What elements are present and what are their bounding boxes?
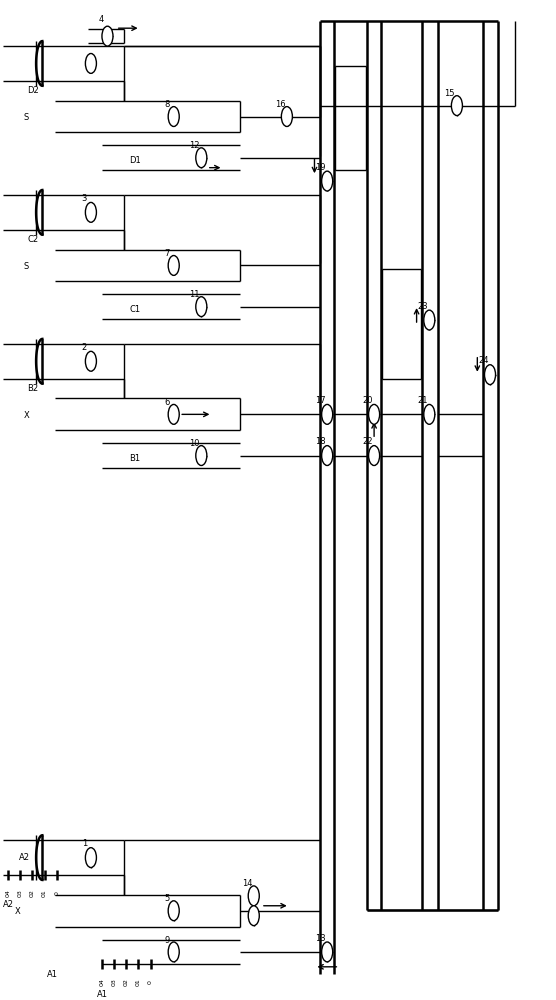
Text: 02: 02: [30, 889, 35, 897]
Circle shape: [484, 365, 495, 385]
Text: 0: 0: [148, 980, 153, 984]
Text: 2: 2: [82, 343, 87, 352]
Text: 0: 0: [54, 891, 59, 895]
Circle shape: [322, 171, 332, 191]
Circle shape: [168, 256, 179, 275]
Circle shape: [86, 54, 96, 73]
Circle shape: [196, 297, 207, 317]
Text: 02: 02: [124, 978, 129, 986]
Text: 01: 01: [42, 889, 47, 897]
Circle shape: [196, 148, 207, 168]
Text: 1: 1: [82, 839, 87, 848]
Text: 6: 6: [165, 398, 170, 407]
Text: X: X: [15, 907, 21, 916]
Circle shape: [168, 404, 179, 424]
Circle shape: [86, 848, 96, 868]
Text: A2: A2: [3, 900, 13, 909]
Text: S: S: [24, 262, 29, 271]
Text: 14: 14: [242, 879, 252, 888]
Text: 12: 12: [190, 141, 200, 150]
Circle shape: [86, 202, 96, 222]
Text: 10: 10: [190, 439, 200, 448]
Text: 03: 03: [18, 889, 23, 897]
Text: 18: 18: [315, 437, 326, 446]
Text: 04: 04: [100, 978, 105, 986]
Text: 04: 04: [6, 889, 11, 897]
Text: 20: 20: [362, 396, 373, 405]
Text: D2: D2: [27, 86, 39, 95]
Text: D1: D1: [129, 156, 141, 165]
Circle shape: [424, 310, 435, 330]
Text: B2: B2: [27, 384, 38, 393]
Text: 4: 4: [98, 15, 103, 24]
Circle shape: [168, 107, 179, 126]
Circle shape: [168, 901, 179, 921]
Circle shape: [102, 26, 113, 46]
Text: 9: 9: [165, 936, 170, 945]
Text: A1: A1: [96, 990, 107, 999]
Circle shape: [86, 351, 96, 371]
Circle shape: [281, 107, 292, 126]
Text: 17: 17: [315, 396, 326, 405]
Text: B1: B1: [130, 454, 141, 463]
Text: 22: 22: [362, 437, 373, 446]
Text: A2: A2: [19, 853, 30, 862]
Text: 8: 8: [165, 100, 170, 109]
Circle shape: [322, 446, 332, 465]
Text: 01: 01: [136, 978, 141, 986]
Text: 16: 16: [275, 100, 286, 109]
Circle shape: [248, 906, 259, 926]
Text: C1: C1: [130, 305, 141, 314]
Circle shape: [196, 446, 207, 465]
Circle shape: [369, 446, 380, 465]
Circle shape: [322, 404, 332, 424]
Text: 5: 5: [165, 894, 170, 903]
Text: A1: A1: [47, 970, 58, 979]
Text: 7: 7: [165, 249, 170, 258]
Text: 3: 3: [82, 194, 87, 203]
Circle shape: [424, 404, 435, 424]
Circle shape: [168, 942, 179, 962]
Text: 03: 03: [112, 978, 117, 986]
Circle shape: [322, 942, 332, 962]
Text: 19: 19: [315, 163, 326, 172]
Circle shape: [451, 96, 463, 116]
Text: C2: C2: [27, 235, 38, 244]
Text: 24: 24: [478, 356, 489, 365]
Text: 13: 13: [315, 934, 326, 943]
Circle shape: [248, 886, 259, 906]
Text: X: X: [23, 411, 29, 420]
Text: S: S: [24, 113, 29, 122]
Text: 15: 15: [444, 89, 455, 98]
Circle shape: [369, 404, 380, 424]
Text: 11: 11: [190, 290, 200, 299]
Text: 23: 23: [418, 302, 428, 311]
Text: 21: 21: [418, 396, 428, 405]
